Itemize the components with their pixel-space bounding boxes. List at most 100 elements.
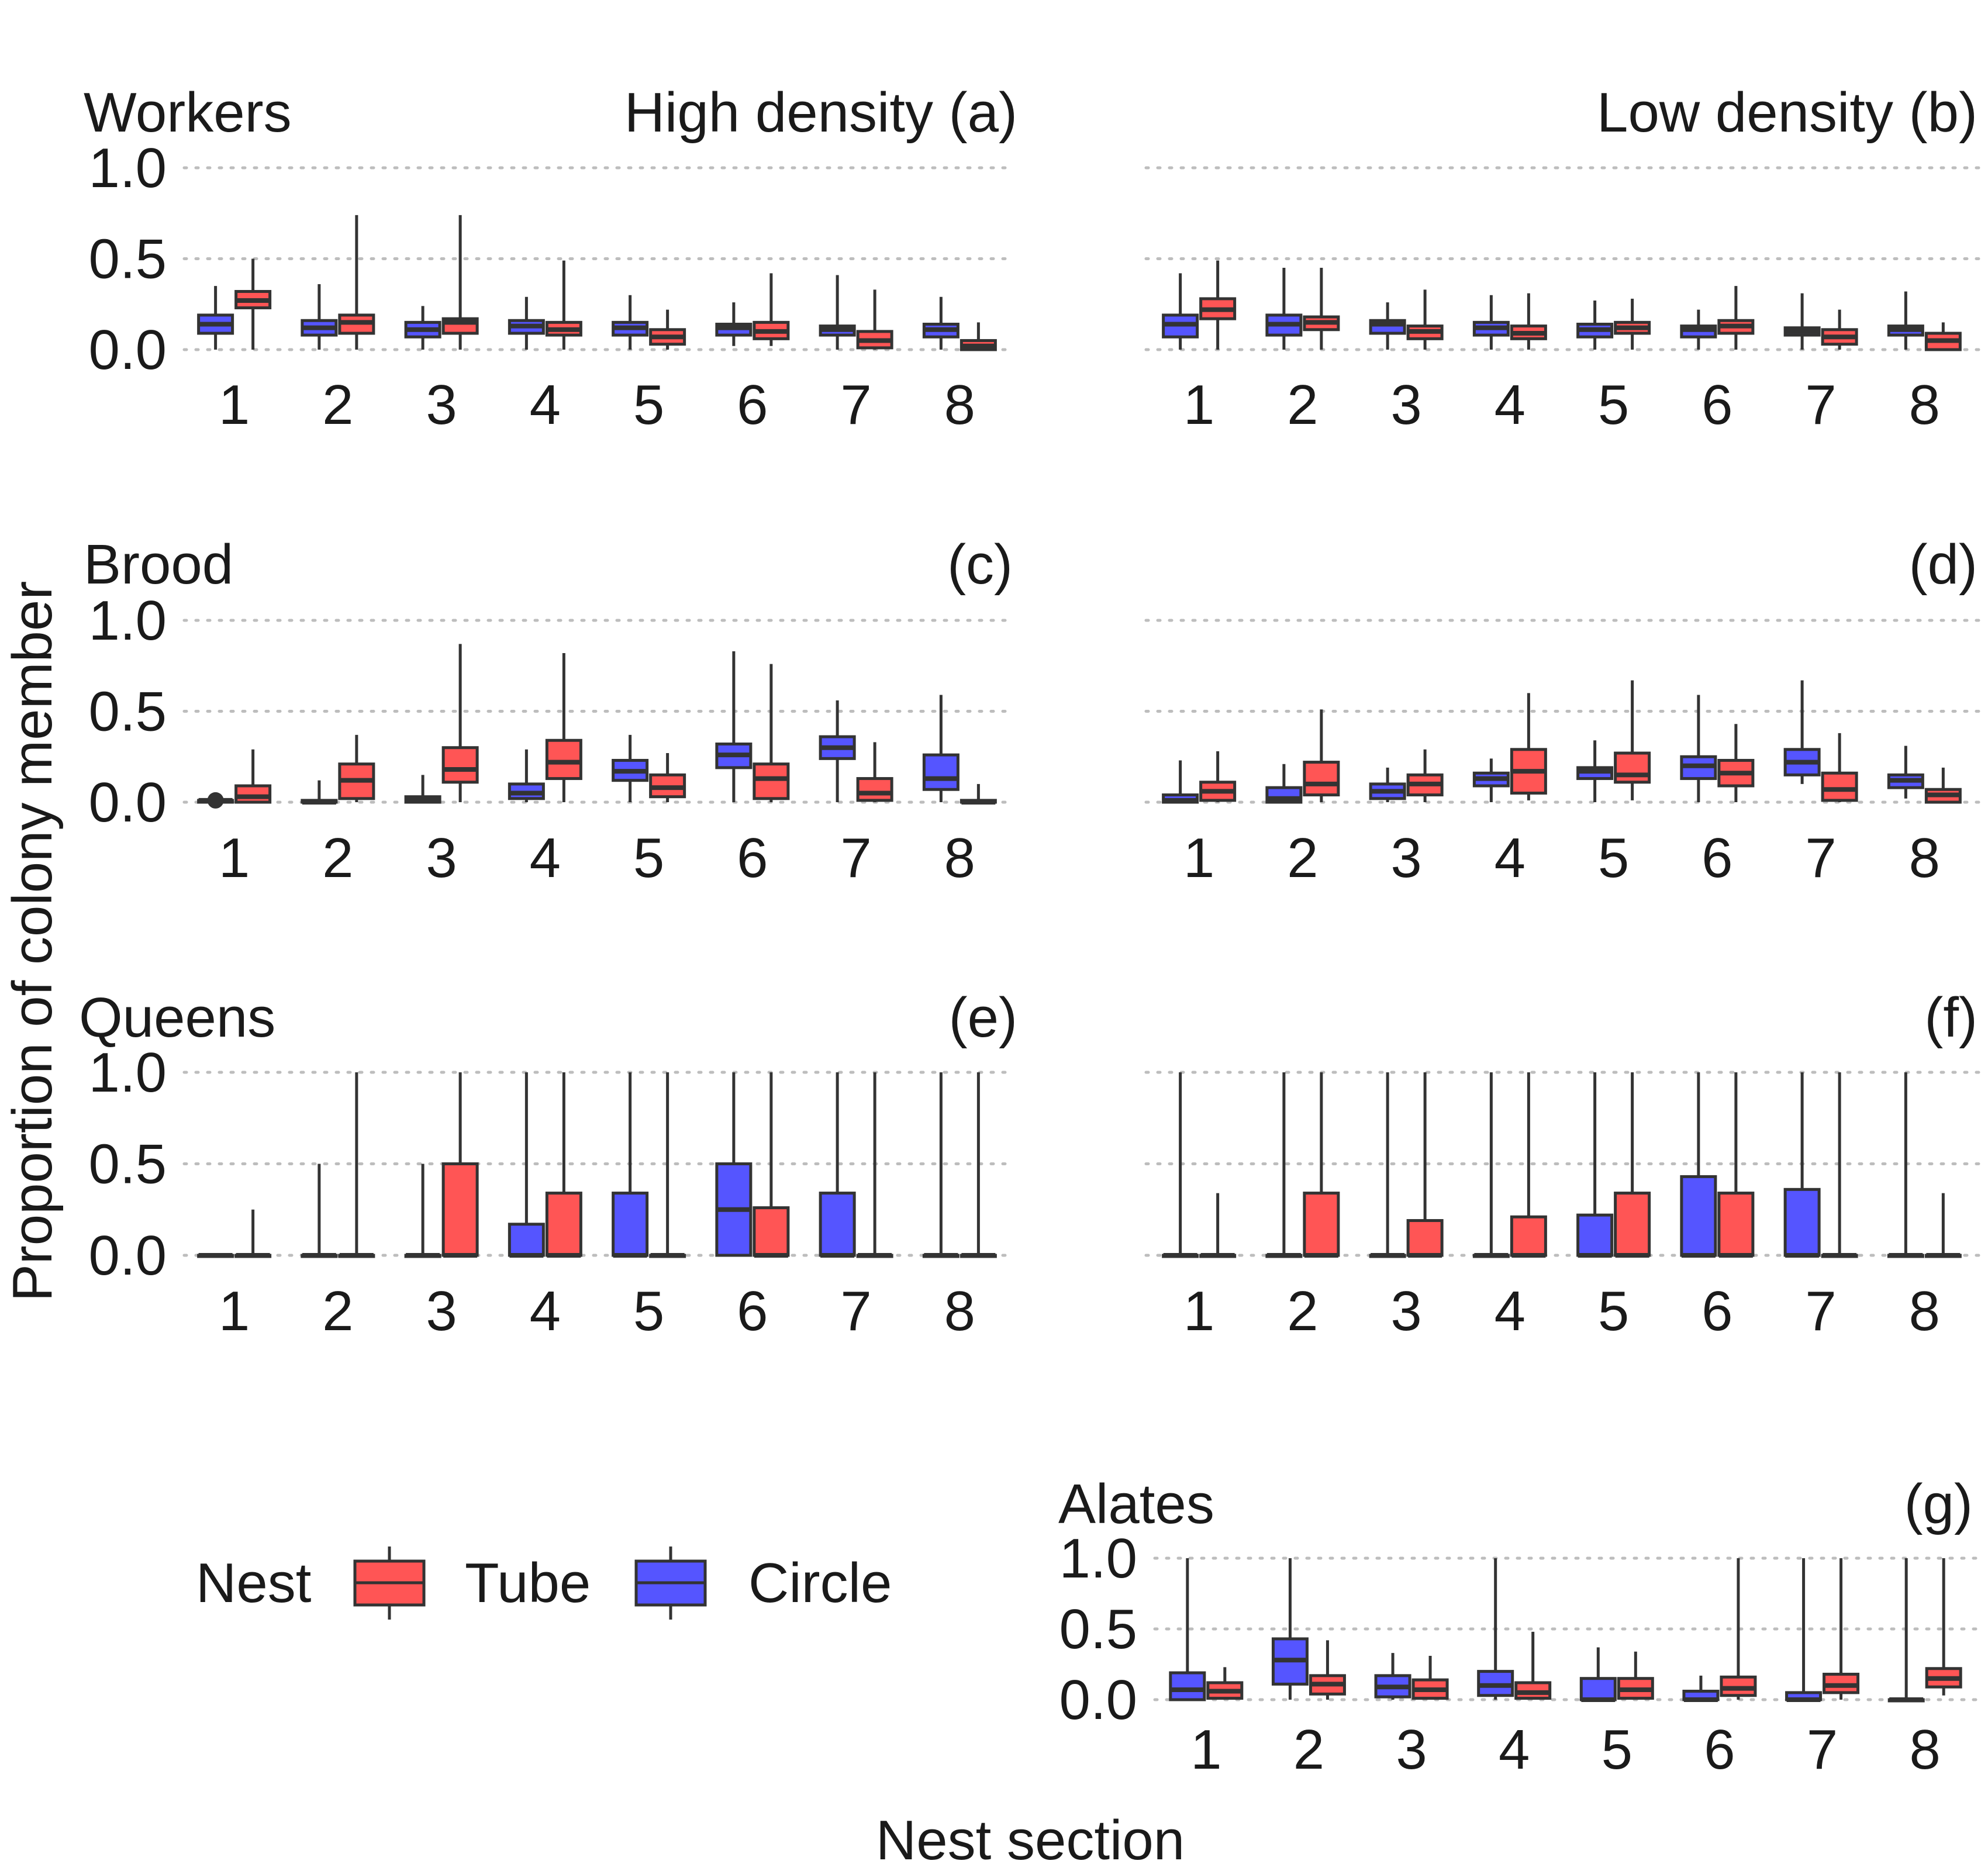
y-tick-label: 0.0 [89,319,167,381]
box-tube-2 [338,1072,375,1258]
y-tick-label: 1.0 [89,137,167,199]
box-tube-8 [1924,767,1962,804]
box-tube-5 [1614,1072,1651,1258]
box-circle-2 [301,780,338,805]
box-circle-3 [1369,767,1406,802]
panel-label: Low density (b) [1597,81,1977,144]
panel-label: (c) [947,533,1013,596]
x-tick-label: 7 [840,374,871,436]
box-circle-7 [1783,1072,1821,1258]
box-tube-1 [234,749,272,804]
y-tick-label: 0.0 [89,1224,167,1287]
box-tube-2 [1303,268,1340,350]
x-tick-label: 5 [633,374,664,436]
x-tick-label: 6 [1701,827,1732,889]
iqr-box [441,746,479,784]
iqr-box [508,1223,545,1257]
box-circle-3 [1369,1072,1406,1258]
legend-label-circle: Circle [748,1552,892,1614]
box-circle-6 [715,302,753,346]
box-circle-3 [1369,302,1406,350]
x-tick-label: 6 [737,374,768,436]
box-circle-4 [508,1072,545,1258]
box-tube-7 [1821,733,1858,802]
box-circle-5 [612,734,649,802]
x-tick-label: 4 [1495,374,1525,436]
x-tick-label: 4 [530,827,561,889]
box-tube-6 [1720,1558,1757,1700]
box-circle-7 [819,275,856,350]
x-tick-label: 8 [1909,1718,1940,1781]
x-tick-label: 1 [219,374,250,436]
x-tick-label: 8 [1909,374,1940,436]
x-tick-label: 2 [322,1280,353,1342]
box-tube-7 [1821,309,1858,350]
box-circle-2 [301,284,338,350]
legend-key-circle [634,1546,707,1620]
iqr-box [1303,761,1340,797]
x-tick-label: 3 [1390,374,1421,436]
iqr-box [1614,751,1651,784]
x-tick-label: 2 [322,374,353,436]
iqr-box [1783,1188,1821,1257]
y-tick-label: 0.5 [89,228,167,291]
box-circle-5 [612,295,649,350]
box-circle-2 [301,1164,338,1258]
y-tick-label: 0.5 [1059,1598,1137,1661]
x-tick-label: 4 [530,374,561,436]
iqr-box [856,777,893,802]
x-tick-label: 5 [1598,1280,1629,1342]
y-tick-label: 1.0 [89,589,167,652]
box-circle-8 [1887,1558,1925,1703]
x-tick-label: 1 [219,1280,250,1342]
x-tick-label: 7 [1805,1280,1836,1342]
iqr-box [545,1192,582,1257]
panel-a: 0.0 0.5 1.0 1 2 3 4 5 6 7 8 Workers High density (a) [84,81,1017,436]
box-circle-6 [1680,695,1717,802]
box-tube-5 [1614,298,1651,350]
box-tube-7 [1823,1558,1860,1700]
iqr-box [819,1192,856,1257]
y-tick-label: 0.5 [89,1133,167,1196]
y-tick-label: 1.0 [89,1041,167,1104]
box-circle-6 [715,651,753,802]
box-tube-6 [1717,1072,1755,1258]
x-tick-label: 5 [633,827,664,889]
box-tube-4 [545,1072,582,1258]
box-circle-6 [1680,1072,1717,1258]
x-tick-label: 1 [219,827,250,889]
box-tube-1 [1199,751,1237,802]
box-circle-4 [508,749,545,802]
box-tube-6 [753,273,790,346]
box-tube-2 [1303,1072,1340,1258]
box-tube-5 [1614,680,1651,800]
panel-c: 0.0 0.5 1.0 1 2 3 4 5 6 7 8 Brood (c) [84,533,1013,889]
box-tube-8 [1924,322,1962,351]
box-circle-2 [1271,1558,1309,1700]
legend-label-tube: Tube [465,1552,591,1614]
panel-label: (f) [1924,986,1977,1049]
x-axis-title: Nest section [876,1809,1185,1871]
panel-label: High density (a) [624,81,1017,144]
box-tube-3 [1406,289,1444,350]
box-tube-3 [1406,1072,1444,1258]
box-circle-3 [1374,1653,1411,1700]
box-circle-8 [1887,1072,1924,1258]
x-tick-label: 2 [1287,1280,1318,1342]
box-tube-2 [338,215,375,350]
y-tick-label: 0.5 [89,681,167,743]
x-tick-label: 8 [944,827,975,889]
panel-label: (g) [1904,1473,1973,1535]
box-tube-1 [1199,260,1237,350]
row-title: Alates [1058,1473,1214,1535]
row-title: Workers [84,81,292,144]
box-circle-7 [1783,293,1821,350]
box-circle-5 [1576,740,1614,802]
iqr-box [1717,1192,1755,1257]
x-tick-label: 3 [426,1280,457,1342]
y-tick-label: 1.0 [1059,1527,1137,1590]
iqr-box [1406,1219,1444,1257]
x-tick-label: 3 [1396,1718,1427,1781]
box-circle-1 [1162,760,1199,804]
x-tick-label: 3 [1390,1280,1421,1342]
